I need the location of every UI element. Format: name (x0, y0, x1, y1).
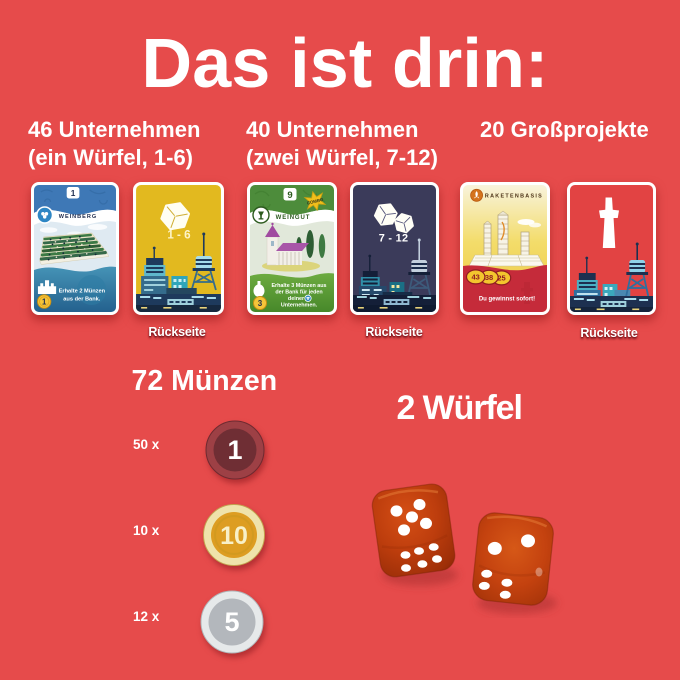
svg-text:25: 25 (497, 274, 505, 283)
svg-text:Unternehmen.: Unternehmen. (281, 303, 318, 309)
svg-text:1: 1 (227, 435, 242, 465)
svg-text:7 - 12: 7 - 12 (379, 232, 409, 244)
svg-text:COMBO: COMBO (306, 197, 324, 206)
svg-text:1: 1 (42, 298, 47, 307)
svg-text:der Bank für jeden: der Bank für jeden (275, 290, 322, 296)
svg-text:10: 10 (220, 522, 248, 550)
svg-text:3: 3 (258, 299, 263, 308)
svg-text:5: 5 (224, 607, 239, 637)
svg-text:43: 43 (472, 273, 480, 282)
svg-text:WEINGUT: WEINGUT (276, 215, 311, 221)
svg-text:aus der Bank.: aus der Bank. (63, 296, 100, 302)
svg-text:Erhalte 3 Münzen aus: Erhalte 3 Münzen aus (271, 283, 326, 289)
svg-text:WEINBERG: WEINBERG (59, 214, 97, 220)
svg-text:Erhalte 2 Münzen: Erhalte 2 Münzen (59, 288, 106, 294)
svg-text:Du gewinnst sofort!: Du gewinnst sofort! (479, 296, 535, 302)
svg-text:1 - 6: 1 - 6 (167, 230, 190, 242)
svg-text:deiner: deiner (288, 296, 305, 302)
svg-text:RAKETENBASIS: RAKETENBASIS (485, 194, 543, 200)
svg-text:9: 9 (287, 190, 292, 201)
svg-text:38: 38 (485, 273, 493, 282)
svg-text:1: 1 (71, 188, 76, 198)
